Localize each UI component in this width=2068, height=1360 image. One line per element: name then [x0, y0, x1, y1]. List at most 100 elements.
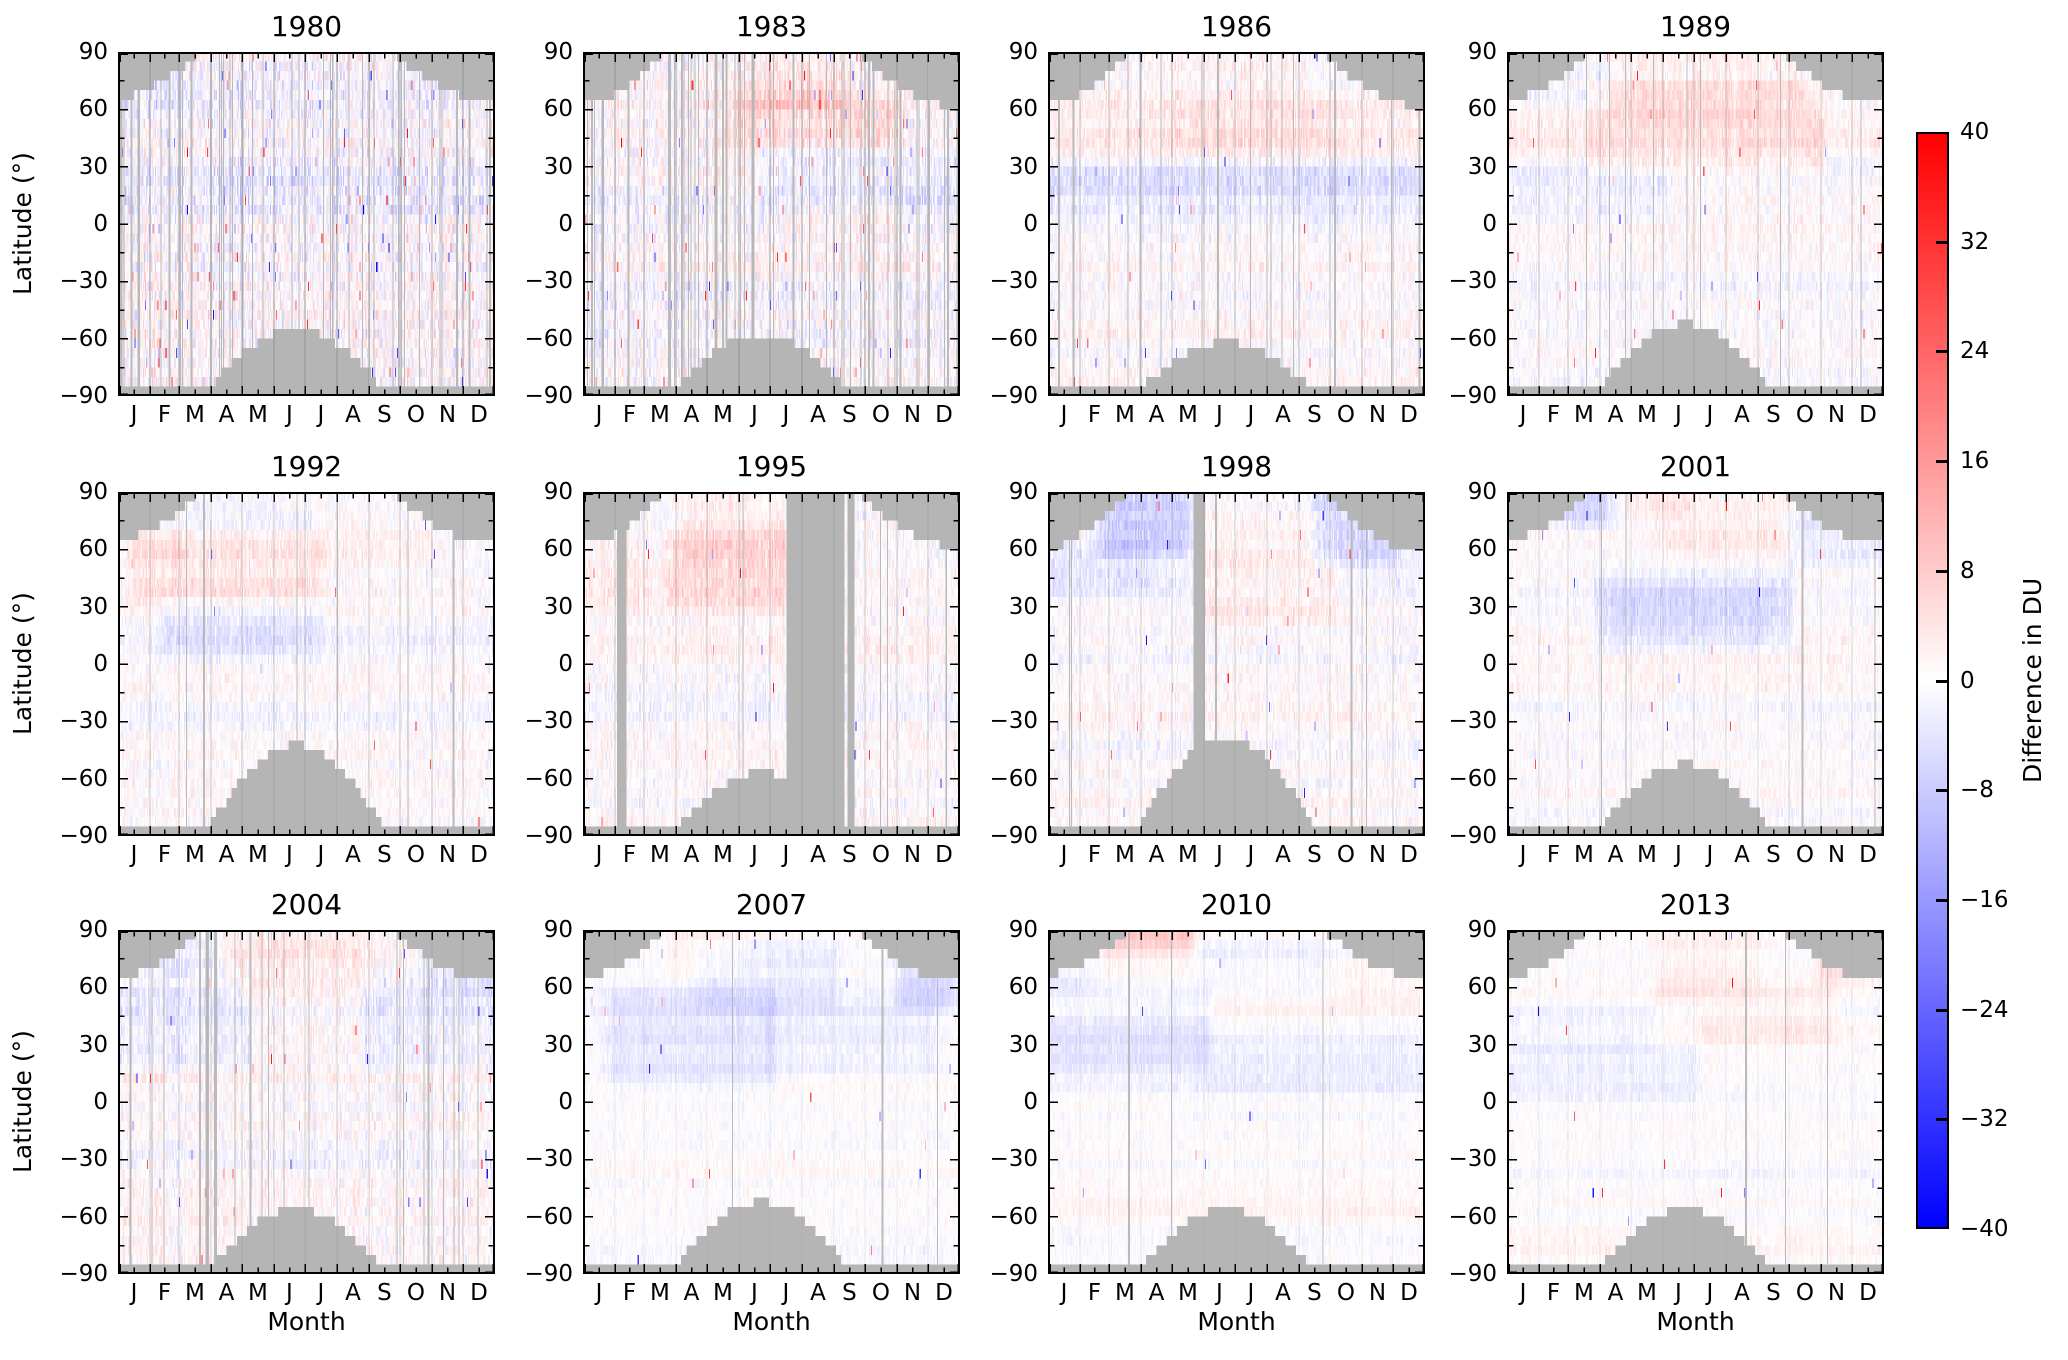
x-tick-label: J	[1706, 402, 1714, 428]
x-tick-label: O	[406, 842, 426, 868]
y-tick-label: −90	[1448, 383, 1497, 409]
panel-title: 1998	[1200, 450, 1273, 483]
x-tick-label: J	[1519, 1280, 1527, 1306]
x-tick-label: J	[595, 1280, 603, 1306]
x-tick-label: A	[1275, 402, 1291, 428]
y-tick-label: 30	[78, 1031, 108, 1058]
heatmap-canvas	[118, 492, 495, 836]
x-tick-label: S	[842, 402, 857, 428]
heatmap-canvas	[583, 492, 960, 836]
y-tick-label: 90	[1467, 917, 1497, 943]
x-tick-label: A	[1607, 842, 1624, 868]
x-tick-label: D	[935, 402, 953, 428]
y-tick-label: 0	[1482, 1089, 1497, 1115]
colorbar-tick-label: 24	[1960, 338, 1990, 365]
x-tick-label: J	[1247, 842, 1255, 868]
y-tick-label: 30	[78, 593, 108, 620]
x-tick-label: M	[185, 842, 205, 868]
x-tick-label: M	[713, 842, 733, 868]
y-tick-label: 60	[1467, 974, 1497, 1001]
x-tick-label: D	[470, 1280, 488, 1306]
x-axis-label-col3: Month	[1197, 1307, 1276, 1336]
x-tick-label: F	[1087, 402, 1102, 428]
x-tick-label: J	[130, 842, 138, 868]
panel-title: 1992	[270, 450, 343, 483]
x-tick-label: D	[1400, 1280, 1418, 1306]
x-tick-label: F	[1546, 842, 1561, 868]
colorbar-tick-label: −40	[1960, 1216, 2009, 1242]
y-tick-label: −30	[1448, 268, 1497, 295]
x-tick-label: J	[595, 402, 603, 428]
x-tick-label: N	[1368, 402, 1387, 428]
y-tick-label: −60	[59, 1203, 108, 1230]
panel-title: 2004	[270, 888, 343, 921]
x-tick-label: D	[1859, 842, 1877, 868]
y-tick-label: 90	[1008, 479, 1038, 505]
x-tick-label: D	[1859, 1280, 1877, 1306]
y-tick-label: 60	[543, 536, 573, 563]
x-tick-label: J	[1675, 1280, 1682, 1306]
x-tick-label: J	[751, 402, 758, 428]
y-tick-label: −60	[989, 1203, 1038, 1230]
y-tick-label: −30	[1448, 708, 1497, 735]
heatmap-canvas	[1048, 492, 1425, 836]
x-tick-label: J	[286, 842, 293, 868]
panel-title: 1983	[735, 10, 808, 43]
y-tick-label: 0	[93, 1089, 108, 1115]
colorbar-tick-label: 32	[1960, 228, 1990, 255]
x-tick-label: J	[286, 1280, 293, 1306]
panel-title: 1986	[1200, 10, 1273, 43]
x-tick-label: F	[622, 842, 637, 868]
y-tick-label: 30	[1008, 593, 1038, 620]
x-tick-label: J	[782, 1280, 790, 1306]
x-tick-label: M	[1178, 402, 1198, 428]
y-tick-label: −30	[989, 708, 1038, 735]
x-tick-label: A	[345, 1280, 361, 1306]
x-tick-label: O	[871, 402, 891, 428]
y-tick-label: 0	[1482, 211, 1497, 237]
panel-title: 2001	[1659, 450, 1732, 483]
y-tick-label: 30	[78, 153, 108, 180]
heatmap-canvas	[1048, 930, 1425, 1274]
x-tick-label: J	[782, 842, 790, 868]
y-tick-label: −90	[989, 823, 1038, 849]
x-tick-label: S	[842, 1280, 857, 1306]
y-tick-label: −60	[989, 765, 1038, 792]
y-tick-label: 90	[1467, 39, 1497, 65]
y-tick-label: 90	[1467, 479, 1497, 505]
x-tick-label: S	[1307, 402, 1322, 428]
x-tick-label: M	[713, 1280, 733, 1306]
colorbar-tick	[1936, 460, 1947, 464]
colorbar-label: Difference in DU	[2018, 577, 2047, 784]
x-tick-label: M	[248, 1280, 268, 1306]
x-tick-label: N	[1827, 842, 1846, 868]
x-tick-label: M	[1574, 402, 1594, 428]
y-tick-label: 60	[1008, 96, 1038, 123]
x-tick-label: A	[1148, 402, 1165, 428]
x-tick-label: D	[470, 842, 488, 868]
x-tick-label: S	[842, 842, 857, 868]
heatmap-canvas	[583, 52, 960, 396]
x-tick-label: A	[218, 402, 235, 428]
y-tick-label: −30	[524, 268, 573, 295]
panel-title: 2010	[1200, 888, 1273, 921]
x-tick-label: F	[1546, 1280, 1561, 1306]
y-tick-label: 90	[543, 479, 573, 505]
y-tick-label: −30	[1448, 1146, 1497, 1173]
y-tick-label: −90	[524, 383, 573, 409]
x-tick-label: F	[622, 402, 637, 428]
y-tick-label: 30	[543, 593, 573, 620]
x-tick-label: O	[1336, 842, 1356, 868]
colorbar-tick	[1936, 350, 1947, 354]
x-tick-label: M	[1574, 1280, 1594, 1306]
x-tick-label: M	[713, 402, 733, 428]
x-tick-label: N	[1827, 1280, 1846, 1306]
y-tick-label: 60	[1008, 974, 1038, 1001]
x-tick-label: S	[1766, 1280, 1781, 1306]
y-tick-label: −60	[1448, 325, 1497, 352]
y-tick-label: 90	[78, 39, 108, 65]
heatmap-canvas	[1048, 52, 1425, 396]
